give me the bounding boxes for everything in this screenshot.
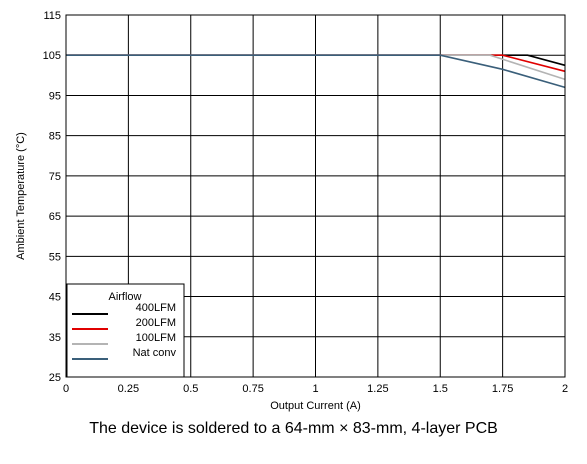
- y-axis-label: Ambient Temperature (°C): [15, 132, 27, 260]
- caption: The device is soldered to a 64-mm × 83-m…: [89, 420, 498, 437]
- y-tick-label: 85: [49, 131, 61, 143]
- legend-title: Airflow: [108, 291, 141, 303]
- x-tick-label: 1.5: [433, 383, 448, 395]
- tick-labels: 0 0.25 0.5 0.75 1 1.25 1.5 1.75 2 25 35 45 55 65 75 85 9…: [43, 10, 568, 395]
- x-tick-label: 1: [312, 383, 318, 395]
- x-axis-label: Output Current (A): [270, 400, 360, 412]
- legend-label: 100LFM: [136, 332, 176, 344]
- y-tick-label: 55: [49, 251, 61, 263]
- x-tick-label: 0.75: [242, 383, 263, 395]
- x-tick-label: 0: [63, 383, 69, 395]
- thermal-derating-chart: 0 0.25 0.5 0.75 1 1.25 1.5 1.75 2 25 35 45 55 65 75 85 9…: [15, 10, 568, 412]
- x-tick-label: 0.5: [183, 383, 198, 395]
- y-tick-label: 45: [49, 292, 61, 304]
- y-tick-label: 95: [49, 90, 61, 102]
- y-tick-label: 75: [49, 171, 61, 183]
- x-tick-label: 1.75: [492, 383, 513, 395]
- plot-frame: [65, 14, 566, 378]
- y-tick-label: 35: [49, 332, 61, 344]
- legend-items: 400LFM 200LFM 100LFM Nat conv: [72, 302, 177, 360]
- legend-label: 200LFM: [136, 317, 176, 329]
- series-line-nat-conv: [66, 54, 566, 89]
- y-tick-label: 65: [49, 211, 61, 223]
- legend-label: 400LFM: [136, 302, 176, 314]
- y-tick-label: 105: [43, 50, 61, 62]
- legend: Airflow 400LFM 200LFM 100LFM Nat conv: [66, 283, 185, 378]
- x-tick-label: 0.25: [118, 383, 139, 395]
- x-tick-label: 1.25: [367, 383, 388, 395]
- x-tick-label: 2: [562, 383, 568, 395]
- series-lines: [66, 54, 566, 89]
- legend-box: [66, 283, 185, 378]
- legend-label: Nat conv: [133, 347, 177, 359]
- y-tick-label: 115: [43, 10, 61, 22]
- y-tick-label: 25: [49, 372, 61, 384]
